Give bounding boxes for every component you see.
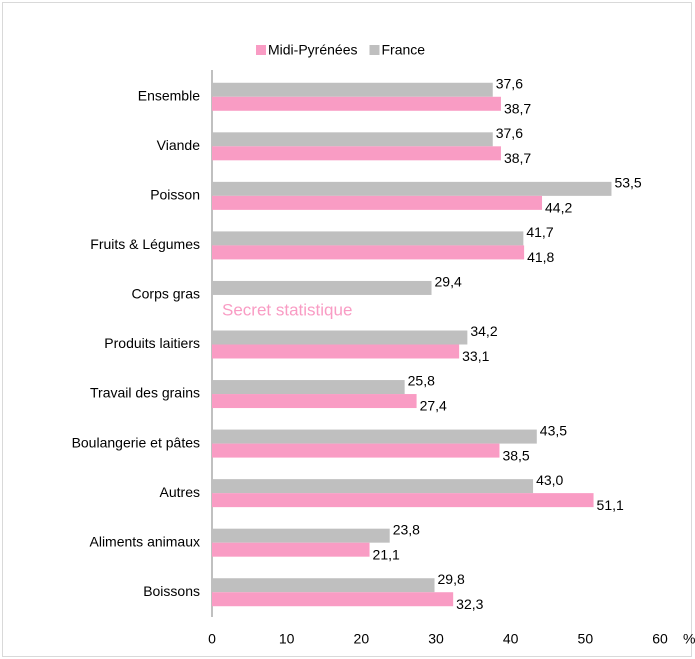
data-label: 41,8 (527, 249, 554, 265)
data-label: 25,8 (408, 373, 435, 389)
y-tick-label: Viande (157, 137, 201, 153)
bar (212, 330, 468, 345)
bar (212, 344, 460, 359)
data-label: 53,5 (614, 175, 641, 191)
bar (212, 146, 501, 161)
x-tick-label: 20 (354, 631, 370, 647)
legend-swatch (256, 45, 266, 55)
y-tick-label: Fruits & Légumes (90, 236, 200, 252)
data-label: 38,7 (504, 100, 531, 116)
x-tick-label: 60 (652, 631, 668, 647)
data-label: 33,1 (462, 348, 489, 364)
data-label: 37,6 (496, 75, 523, 91)
legend-label: France (381, 42, 425, 58)
bar (212, 280, 432, 295)
bar (212, 231, 524, 246)
bar (212, 429, 537, 444)
bar (212, 195, 543, 210)
x-tick-label: 40 (503, 631, 519, 647)
legend-swatch (369, 45, 380, 55)
y-tick-label: Travail des grains (90, 385, 200, 401)
y-tick-label: Boissons (143, 583, 200, 599)
x-tick-label: 0 (208, 631, 216, 647)
bar (212, 132, 493, 147)
y-tick-label: Corps gras (132, 286, 200, 302)
y-tick-label: Boulangerie et pâtes (72, 434, 200, 450)
data-label: 32,3 (456, 596, 483, 612)
y-tick-label: Produits laitiers (104, 335, 200, 351)
bar (212, 443, 500, 458)
bar (212, 394, 417, 409)
bar (212, 181, 612, 196)
y-tick-label: Aliments animaux (90, 533, 201, 549)
y-tick-label: Autres (160, 484, 200, 500)
data-label: 27,4 (420, 398, 447, 414)
data-label: 29,8 (438, 571, 465, 587)
data-label: 38,5 (502, 447, 529, 463)
x-tick-label: 10 (279, 631, 295, 647)
data-label: 41,7 (526, 224, 553, 240)
bar (212, 542, 370, 557)
data-label: 34,2 (470, 323, 497, 339)
data-label: 38,7 (504, 150, 531, 166)
legend-label: Midi-Pyrénées (268, 42, 357, 58)
annotation: Secret statistique (222, 300, 352, 319)
data-label: 29,4 (435, 274, 462, 290)
data-label: 23,8 (393, 521, 420, 537)
bar (212, 479, 534, 494)
data-label: 43,0 (536, 472, 563, 488)
bar (212, 380, 405, 395)
bar (212, 493, 594, 508)
bar (212, 96, 501, 111)
x-tick-label: 30 (428, 631, 444, 647)
bar (212, 82, 493, 97)
bar (212, 245, 525, 260)
x-tick-label: 50 (578, 631, 594, 647)
data-label: 51,1 (597, 497, 624, 513)
x-unit: % (683, 631, 695, 647)
data-label: 44,2 (545, 200, 572, 216)
data-label: 43,5 (540, 422, 567, 438)
bar (212, 578, 435, 593)
data-label: 37,6 (496, 125, 523, 141)
data-label: 21,1 (373, 546, 400, 562)
bar (212, 528, 390, 543)
y-tick-label: Poisson (150, 187, 200, 203)
bar (212, 592, 454, 607)
y-tick-label: Ensemble (138, 87, 200, 103)
